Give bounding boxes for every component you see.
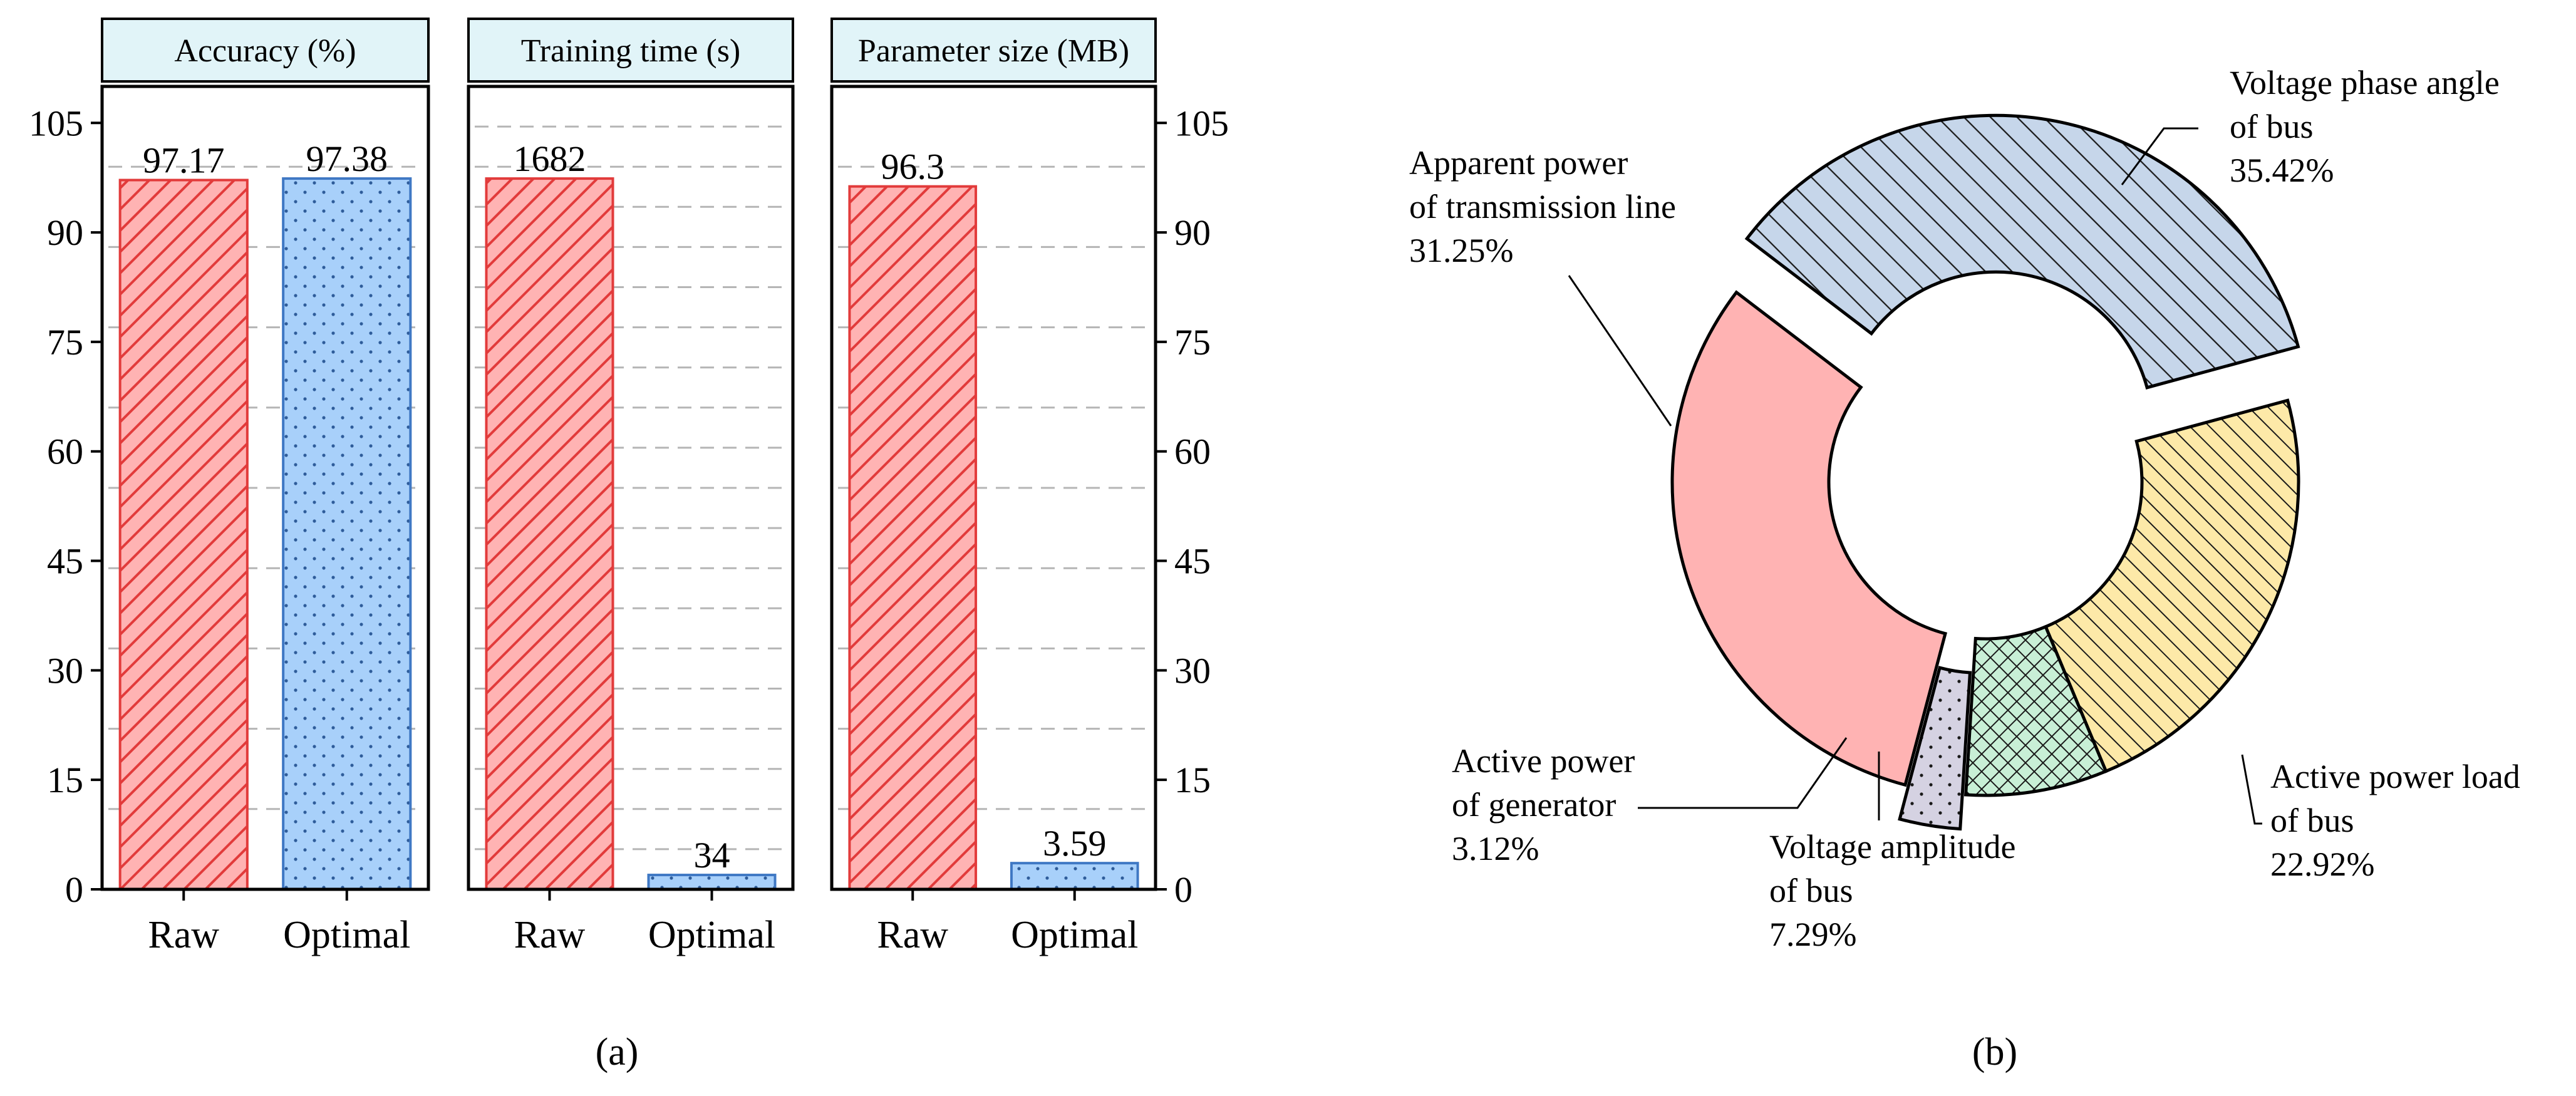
slice-name-label-amplitude: Voltage amplitude xyxy=(1769,828,2015,866)
y-tick-label: 45 xyxy=(1174,541,1211,582)
panel-b-donut-chart: Voltage phase angle of bus 35.42% Active po… xyxy=(1409,64,2520,953)
y-tick-label: 45 xyxy=(47,541,83,582)
x-tick-label-optimal: Optimal xyxy=(1011,914,1138,956)
slice-percent-label-load: 22.92% xyxy=(2270,845,2374,883)
leader-line-load xyxy=(2241,754,2262,825)
chart-header-box xyxy=(830,18,1157,83)
bar-chart-training-time: Training time (s) 1682 Raw 34 Optimal xyxy=(467,18,795,956)
slice-percent-label-apparent-power: 31.25% xyxy=(1409,232,1513,269)
panel-a-bar-charts: Accuracy (%) 97.17 Raw 97.38 Optimal 0 15 30 45 6… xyxy=(29,18,1229,956)
y-tick-label: 0 xyxy=(1174,869,1192,910)
bar-raw xyxy=(848,185,978,891)
bar-value-label-optimal: 3.59 xyxy=(1043,823,1107,864)
bar-value-label-optimal: 34 xyxy=(694,835,730,876)
plot-frame xyxy=(467,85,795,891)
slice-percent-label-phase-angle: 35.42% xyxy=(2230,152,2334,189)
donut-slice-apparent-power xyxy=(1670,290,1948,787)
slice-name-label-phase-angle: of bus xyxy=(2230,108,2314,145)
y-tick-label: 0 xyxy=(65,869,83,910)
chart-title: Accuracy (%) xyxy=(174,33,356,69)
chart-title: Parameter size (MB) xyxy=(858,33,1129,69)
donut-slice-phase-angle xyxy=(1744,113,2300,390)
slice-percent-label-amplitude: 7.29% xyxy=(1769,916,1856,953)
x-tick-label-optimal: Optimal xyxy=(283,914,410,956)
y-tick-label: 105 xyxy=(1174,103,1229,143)
slice-name-label-load: Active power load xyxy=(2270,758,2520,795)
donut-slice-load xyxy=(2043,398,2300,773)
bar-value-label-raw: 1682 xyxy=(514,138,586,179)
donut-slice-amplitude xyxy=(1963,624,2108,797)
figure-label-a: (a) xyxy=(596,1031,639,1073)
leader-line-apparent-power xyxy=(1568,275,1672,427)
slice-name-label-load: of bus xyxy=(2270,802,2354,839)
slice-name-label-generator: of generator xyxy=(1452,786,1616,824)
chart-title: Training time (s) xyxy=(521,33,741,69)
x-tick-label-raw: Raw xyxy=(877,914,948,956)
y-tick-label: 105 xyxy=(29,103,83,143)
chart-header-box xyxy=(467,18,794,83)
x-tick-label-raw: Raw xyxy=(148,914,219,956)
bar-raw xyxy=(118,178,249,891)
slice-name-label-apparent-power: of transmission line xyxy=(1409,188,1676,225)
figure-label-b: (b) xyxy=(1972,1031,2017,1073)
leader-line-phase-angle xyxy=(2121,127,2198,185)
y-tick-label: 75 xyxy=(47,322,83,363)
bar-chart-parameter-size: Parameter size (MB) 96.3 Raw 3.59 Optimal 0 15… xyxy=(830,18,1229,956)
leader-line-generator xyxy=(1638,737,1848,809)
bar-chart-accuracy: Accuracy (%) 97.17 Raw 97.38 Optimal 0 15 30 45 6… xyxy=(29,18,430,956)
y-tick-label: 15 xyxy=(1174,760,1211,800)
y-tick-label: 90 xyxy=(47,212,83,253)
bar-optimal xyxy=(647,874,777,891)
bar-optimal xyxy=(1010,862,1139,891)
y-tick-label: 60 xyxy=(47,432,83,472)
slice-name-label-apparent-power: Apparent power xyxy=(1409,144,1628,182)
y-tick-label: 15 xyxy=(47,760,83,800)
y-tick-label: 60 xyxy=(1174,432,1211,472)
bar-value-label-raw: 96.3 xyxy=(881,147,945,187)
plot-frame xyxy=(100,85,430,891)
slice-name-label-generator: Active power xyxy=(1452,742,1635,780)
slice-name-label-phase-angle: Voltage phase angle xyxy=(2230,64,2500,101)
x-tick-label-raw: Raw xyxy=(514,914,586,956)
slice-name-label-amplitude: of bus xyxy=(1769,872,1853,909)
bar-value-label-optimal: 97.38 xyxy=(306,138,388,179)
y-tick-label: 75 xyxy=(1174,322,1211,363)
y-tick-label: 90 xyxy=(1174,212,1211,253)
plot-frame xyxy=(830,85,1157,891)
y-tick-label: 30 xyxy=(1174,650,1211,691)
bar-raw xyxy=(485,177,614,891)
bar-value-label-raw: 97.17 xyxy=(143,140,225,181)
bar-optimal xyxy=(282,177,412,891)
chart-header-box xyxy=(101,18,430,83)
donut-slice-generator xyxy=(1898,666,1972,831)
y-tick-label: 30 xyxy=(47,650,83,691)
x-tick-label-optimal: Optimal xyxy=(648,914,775,956)
slice-percent-label-generator: 3.12% xyxy=(1452,830,1539,867)
